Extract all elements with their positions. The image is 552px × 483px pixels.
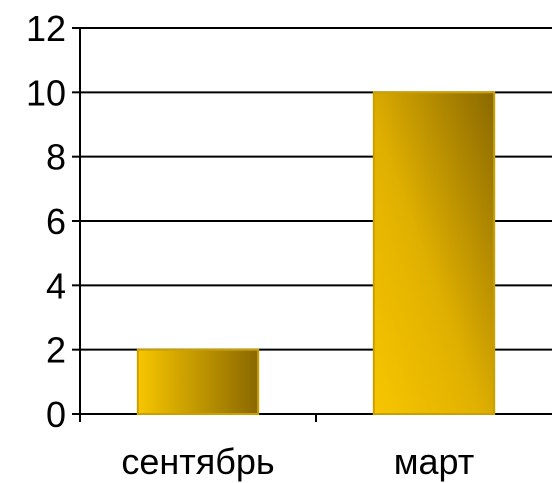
y-tick-label: 8 [46, 137, 66, 178]
labels: 0 2 4 6 8 10 12 сентябрь март [26, 8, 474, 482]
y-tick-label: 10 [26, 72, 66, 113]
y-tick-label: 4 [46, 265, 66, 306]
x-category-label: март [394, 441, 475, 482]
y-tick-label: 6 [46, 201, 66, 242]
y-tick-label: 12 [26, 8, 66, 49]
bars [136, 91, 496, 415]
bar-1 [372, 91, 496, 415]
y-tick-label: 0 [46, 394, 66, 435]
bar-0 [136, 348, 260, 415]
y-tick-label: 2 [46, 330, 66, 371]
x-category-label: сентябрь [121, 441, 274, 482]
